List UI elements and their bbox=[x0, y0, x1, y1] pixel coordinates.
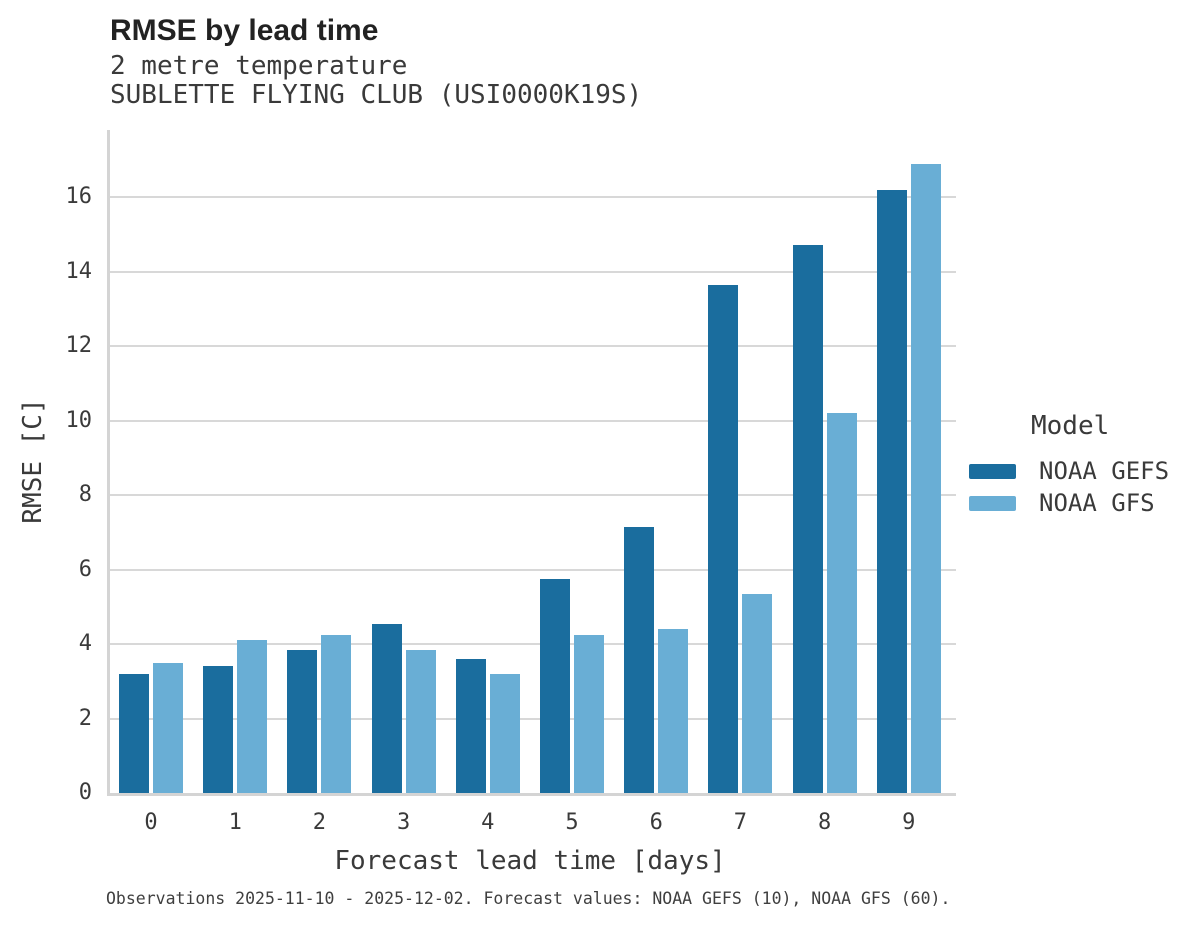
bar-noaa-gfs-lead-6 bbox=[658, 629, 689, 793]
bar-noaa-gfs-lead-0 bbox=[153, 662, 183, 793]
bar-noaa-gfs-lead-4 bbox=[489, 673, 520, 793]
legend-swatch-noaa-gfs bbox=[969, 495, 1016, 511]
x-axis-label: Forecast lead time [days] bbox=[334, 846, 726, 876]
x-tick-label-5: 5 bbox=[565, 810, 579, 835]
y-tick-label-8: 8 bbox=[78, 482, 92, 508]
legend-label-noaa-gfs: NOAA GFS bbox=[1039, 489, 1155, 517]
legend: Model NOAA GEFS NOAA GFS bbox=[969, 411, 1189, 519]
bar-noaa-gefs-lead-1 bbox=[203, 666, 234, 793]
y-tick-label-4: 4 bbox=[78, 631, 92, 656]
bar-noaa-gefs-lead-3 bbox=[371, 623, 402, 793]
x-tick-label-4: 4 bbox=[481, 810, 495, 835]
bar-noaa-gefs-lead-7 bbox=[708, 284, 739, 793]
gridline-y-2 bbox=[110, 717, 956, 720]
legend-item-noaa-gefs: NOAA GEFS bbox=[969, 455, 1189, 487]
bar-noaa-gefs-lead-4 bbox=[455, 658, 486, 793]
bar-noaa-gefs-lead-2 bbox=[287, 649, 318, 793]
x-tick-label-6: 6 bbox=[649, 810, 663, 835]
x-tick-label-0: 0 bbox=[144, 810, 158, 835]
y-tick-label-12: 12 bbox=[65, 333, 93, 359]
caption: Observations 2025-11-10 - 2025-12-02. Fo… bbox=[106, 889, 951, 908]
x-tick-label-2: 2 bbox=[312, 810, 327, 835]
gridline-y-16 bbox=[110, 196, 956, 199]
gridline-y-6 bbox=[110, 568, 956, 571]
y-tick-label-0: 0 bbox=[78, 780, 92, 805]
gridline-y-14 bbox=[110, 270, 956, 273]
chart-subtitle-station: SUBLETTE FLYING CLUB (USI0000K19S) bbox=[110, 80, 643, 110]
x-tick-label-9: 9 bbox=[902, 810, 916, 835]
bar-noaa-gfs-lead-2 bbox=[321, 634, 352, 793]
x-tick-label-1: 1 bbox=[228, 810, 242, 835]
bar-noaa-gefs-lead-8 bbox=[792, 245, 823, 793]
legend-title: Model bbox=[1031, 411, 1110, 441]
x-tick-label-8: 8 bbox=[817, 810, 832, 835]
bar-noaa-gfs-lead-1 bbox=[237, 640, 268, 793]
bar-noaa-gefs-lead-9 bbox=[876, 189, 907, 793]
y-tick-label-10: 10 bbox=[65, 407, 93, 433]
gridline-y-12 bbox=[110, 345, 956, 348]
chart-subtitle-variable: 2 metre temperature bbox=[110, 51, 408, 81]
y-tick-label-6: 6 bbox=[78, 556, 92, 582]
page-title: RMSE by lead time bbox=[110, 14, 379, 47]
bar-noaa-gfs-lead-9 bbox=[910, 163, 941, 793]
bar-noaa-gfs-lead-3 bbox=[405, 649, 436, 793]
bar-noaa-gefs-lead-0 bbox=[119, 673, 149, 793]
gridline-y-4 bbox=[110, 643, 956, 646]
y-tick-label-14: 14 bbox=[65, 258, 93, 284]
plot-area bbox=[107, 130, 956, 796]
bar-noaa-gefs-lead-6 bbox=[624, 526, 655, 793]
x-tick-label-3: 3 bbox=[396, 810, 411, 835]
x-tick-label-7: 7 bbox=[733, 810, 748, 835]
gridline-y-8 bbox=[110, 494, 956, 497]
bar-noaa-gefs-lead-5 bbox=[540, 578, 570, 793]
legend-label-noaa-gefs: NOAA GEFS bbox=[1039, 457, 1170, 485]
y-tick-label-2: 2 bbox=[78, 705, 92, 731]
bar-noaa-gfs-lead-8 bbox=[826, 413, 857, 793]
legend-swatch-noaa-gefs bbox=[969, 463, 1016, 479]
bar-noaa-gfs-lead-7 bbox=[742, 593, 773, 793]
bar-noaa-gfs-lead-5 bbox=[574, 634, 604, 793]
legend-item-noaa-gfs: NOAA GFS bbox=[969, 487, 1189, 519]
gridline-y-10 bbox=[110, 419, 956, 422]
y-tick-label-16: 16 bbox=[65, 184, 93, 210]
